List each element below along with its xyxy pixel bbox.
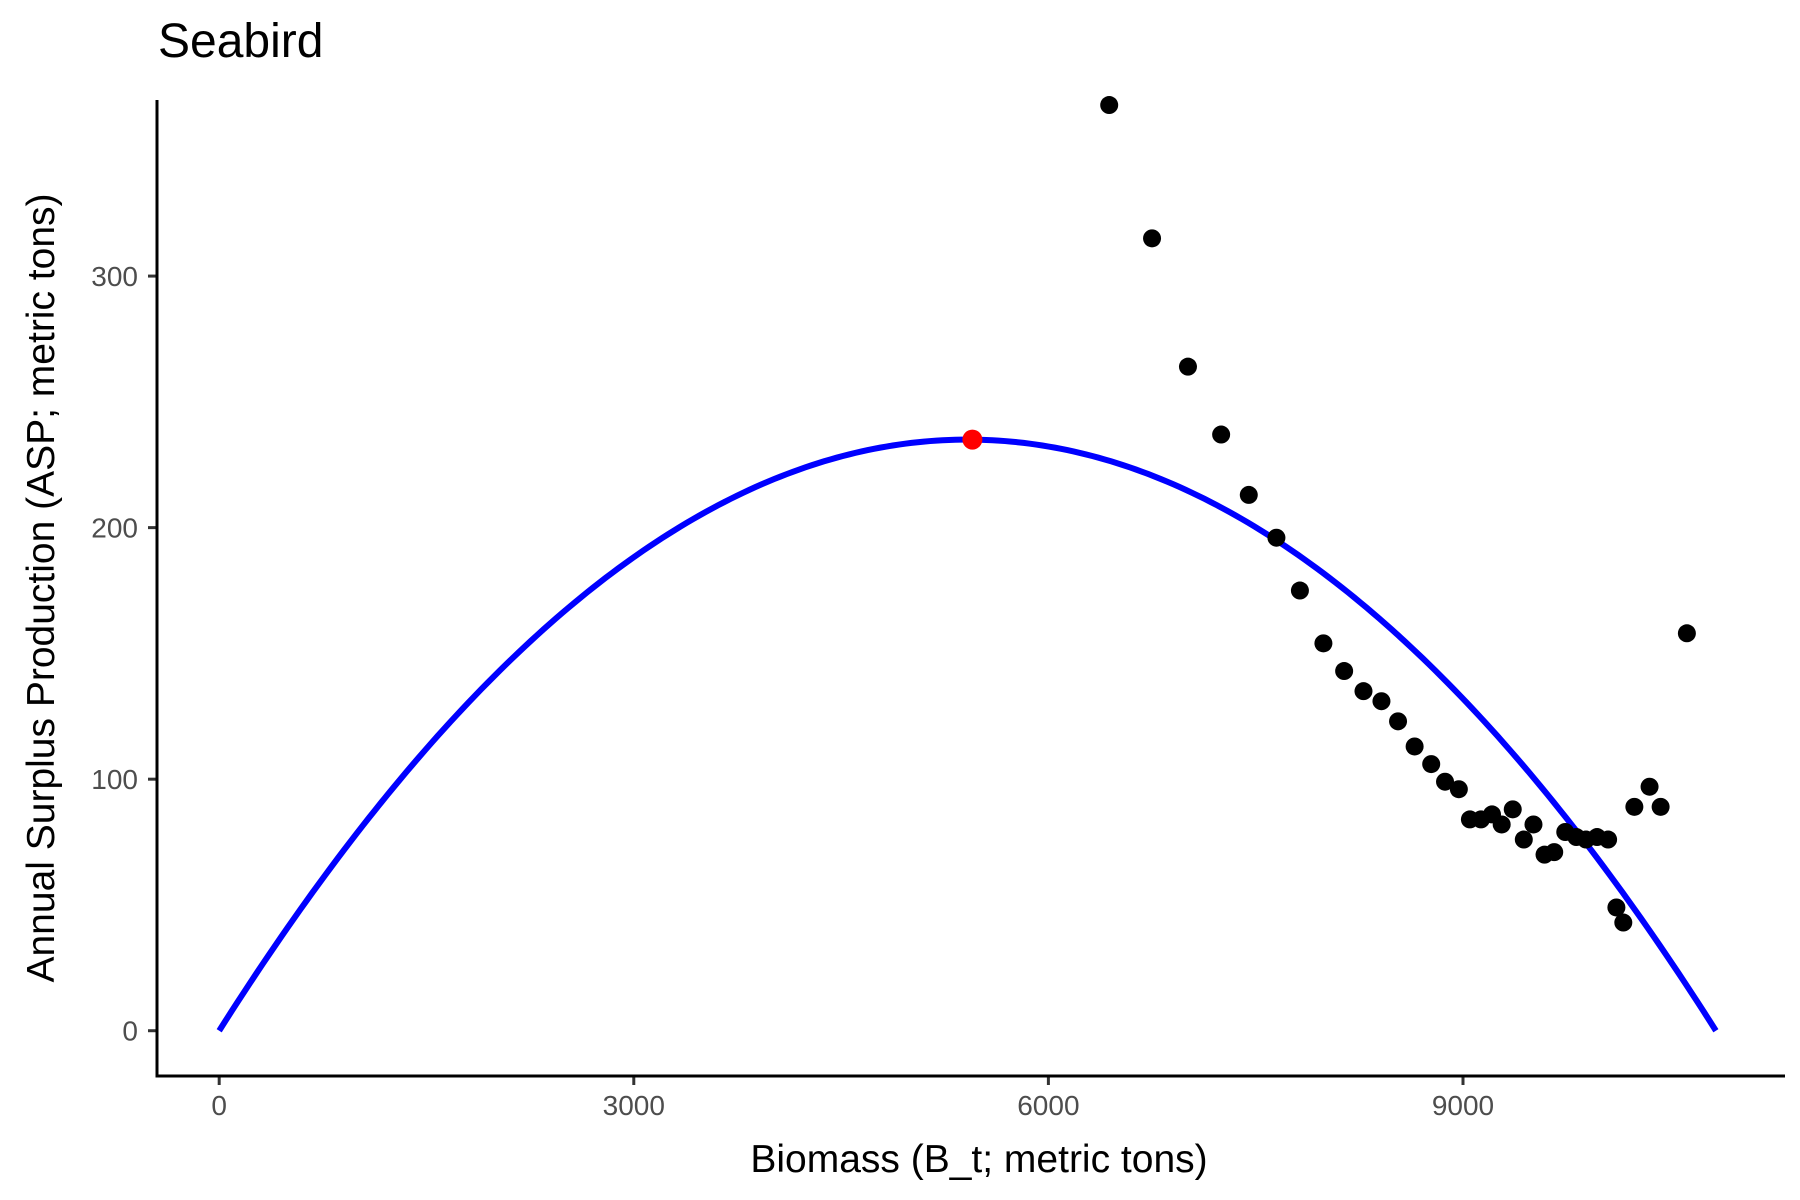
data-point (1100, 96, 1119, 115)
data-point (1640, 777, 1659, 796)
x-tick-label: 3000 (603, 1090, 665, 1121)
x-tick-label: 6000 (1017, 1090, 1079, 1121)
x-axis-ticks: 0 3000 6000 9000 (211, 1076, 1494, 1121)
data-point (1449, 780, 1468, 799)
data-point (1143, 229, 1162, 248)
data-point (1314, 634, 1333, 653)
data-point (1178, 357, 1197, 376)
data-point (1545, 843, 1564, 862)
data-point (1614, 913, 1633, 932)
data-points (1100, 96, 1696, 932)
data-point (1677, 624, 1696, 643)
y-tick-label: 300 (91, 261, 138, 292)
msy-point (962, 429, 983, 450)
data-point (1651, 797, 1670, 816)
data-point (1267, 528, 1286, 547)
data-point (1239, 485, 1258, 504)
production-curve (216, 436, 1719, 1033)
y-tick-label: 200 (91, 513, 138, 544)
x-axis-title: Biomass (B_t; metric tons) (750, 1138, 1207, 1181)
data-point (1372, 692, 1391, 711)
data-point (1599, 830, 1618, 849)
chart-title: Seabird (158, 15, 324, 68)
data-point (1290, 581, 1309, 600)
data-point (1514, 830, 1533, 849)
x-tick-label: 0 (211, 1090, 227, 1121)
y-tick-label: 0 (122, 1016, 138, 1047)
data-point (1607, 898, 1626, 917)
data-point (1335, 662, 1354, 681)
data-point (1492, 815, 1511, 834)
y-tick-label: 100 (91, 764, 138, 795)
data-point (1625, 797, 1644, 816)
data-point (1436, 772, 1455, 791)
y-axis-title: Annual Surplus Production (ASP; metric t… (20, 193, 63, 982)
y-axis-ticks: 0 100 200 300 (91, 261, 157, 1047)
data-point (1422, 755, 1441, 774)
x-tick-label: 9000 (1432, 1090, 1494, 1121)
data-point (1354, 682, 1373, 701)
data-point (1524, 815, 1543, 834)
data-point (1389, 712, 1408, 731)
data-point (1503, 800, 1522, 819)
data-point (1405, 737, 1424, 756)
data-point (1212, 425, 1231, 444)
